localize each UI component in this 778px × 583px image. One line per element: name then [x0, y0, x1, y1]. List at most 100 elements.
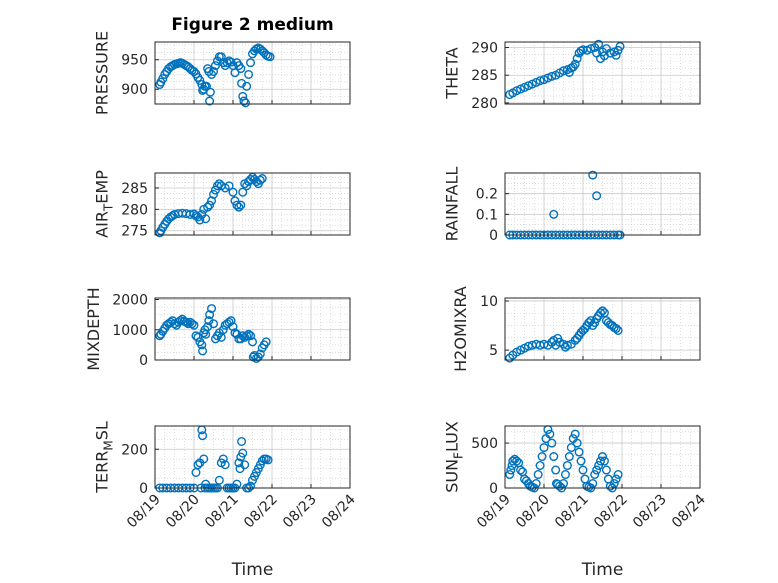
data-point	[244, 329, 254, 339]
data-point	[255, 349, 265, 359]
data-point	[191, 331, 201, 341]
y-tick-label: 290	[471, 41, 498, 57]
y-axis-label: SUNFLUX	[443, 421, 466, 493]
data-point	[198, 431, 208, 441]
y-axis-label-base: SUN	[443, 459, 462, 493]
y-tick-label: 950	[121, 53, 148, 69]
x-tick-label: 08/24	[319, 491, 359, 531]
data-point	[613, 325, 623, 335]
data-point	[224, 181, 234, 191]
data-point	[189, 320, 199, 330]
x-tick-label: 08/23	[630, 492, 670, 532]
y-tick-label: 200	[121, 442, 148, 458]
x-axis-label-right: Time	[581, 560, 624, 580]
data-point	[228, 187, 238, 197]
data-point	[183, 319, 193, 329]
data-point	[547, 438, 557, 448]
subplot-3: 275 280 285 AIRTEMP	[93, 170, 351, 240]
data-point	[204, 67, 214, 77]
data-point	[251, 44, 261, 54]
data-point	[265, 52, 275, 62]
data-point	[208, 319, 218, 329]
data-point	[598, 452, 608, 462]
data-point	[533, 470, 543, 480]
y-tick-label: 0	[489, 481, 498, 497]
y-tick-label: 0	[139, 481, 148, 497]
y-tick-label: 280	[121, 202, 148, 218]
data-point	[214, 179, 224, 189]
subplot-2: 280 285 290 THETA	[443, 39, 701, 112]
y-tick-label: 285	[121, 181, 148, 197]
data-point	[201, 214, 211, 224]
y-axis-label: AIRTEMP	[93, 170, 116, 238]
data-point	[574, 447, 584, 457]
data-point	[559, 479, 569, 489]
data-point	[257, 174, 267, 184]
data-point	[261, 337, 271, 347]
data-point	[212, 181, 222, 191]
y-tick-label: 0.1	[476, 207, 498, 223]
data-point	[255, 175, 265, 185]
data-point	[505, 470, 515, 480]
data-point	[205, 200, 215, 210]
data-point	[551, 465, 561, 475]
data-point	[547, 71, 557, 81]
data-point	[599, 456, 609, 466]
data-point	[560, 470, 570, 480]
data-point	[246, 174, 256, 184]
data-point	[539, 443, 549, 453]
data-point	[158, 74, 168, 84]
data-point	[599, 308, 609, 318]
data-point	[594, 39, 604, 49]
data-point	[601, 465, 611, 475]
y-tick-label: 10	[480, 294, 498, 310]
subplot-4: 0 0.1 0.2 RAINFALL	[443, 167, 701, 244]
data-point	[596, 308, 606, 318]
data-point	[559, 66, 569, 76]
axes-frame	[504, 425, 701, 489]
x-tick-label: 08/22	[591, 492, 631, 532]
data-point	[218, 454, 228, 464]
data-point	[234, 202, 244, 212]
subplot-5: 0 1000 2000 MIXDEPTH	[84, 287, 351, 371]
y-axis-label-rest: EMP	[93, 170, 112, 204]
data-point	[508, 456, 518, 466]
data-point	[240, 460, 250, 470]
data-point	[535, 76, 545, 86]
y-tick-label: 280	[471, 96, 498, 112]
data-point	[208, 189, 218, 199]
data-point	[570, 429, 580, 439]
data-point	[564, 452, 574, 462]
data-point	[210, 185, 220, 195]
data-point	[239, 96, 249, 106]
y-tick-label: 275	[121, 224, 148, 240]
subplot-8: 0 500 08/19 08/20 08/21 08/22 08/23 08/24 SUNFLU…	[443, 421, 709, 531]
data-point	[594, 461, 604, 471]
data-point	[263, 455, 273, 465]
data-point	[613, 470, 623, 480]
data-point	[214, 475, 224, 485]
data-point	[175, 316, 185, 326]
data-point	[531, 479, 541, 489]
data-point	[205, 87, 215, 97]
data-point	[216, 52, 226, 62]
y-axis-label: MIXDEPTH	[84, 287, 103, 370]
data-point	[549, 209, 559, 219]
data-point	[205, 96, 215, 106]
data-point	[516, 465, 526, 475]
y-axis-label-base: AIR	[93, 211, 112, 238]
data-point	[230, 328, 240, 338]
data-point	[244, 69, 254, 79]
data-point	[242, 81, 252, 91]
y-axis-label-subscript: M	[102, 440, 116, 450]
y-axis-label: H2OMIXRA	[451, 286, 470, 372]
data-point	[168, 211, 178, 221]
data-point	[237, 437, 247, 447]
data-point	[562, 461, 572, 471]
data-point	[220, 460, 230, 470]
data-point	[545, 429, 555, 439]
data-point	[197, 340, 207, 350]
data-point	[230, 68, 240, 78]
data-point	[611, 474, 621, 484]
